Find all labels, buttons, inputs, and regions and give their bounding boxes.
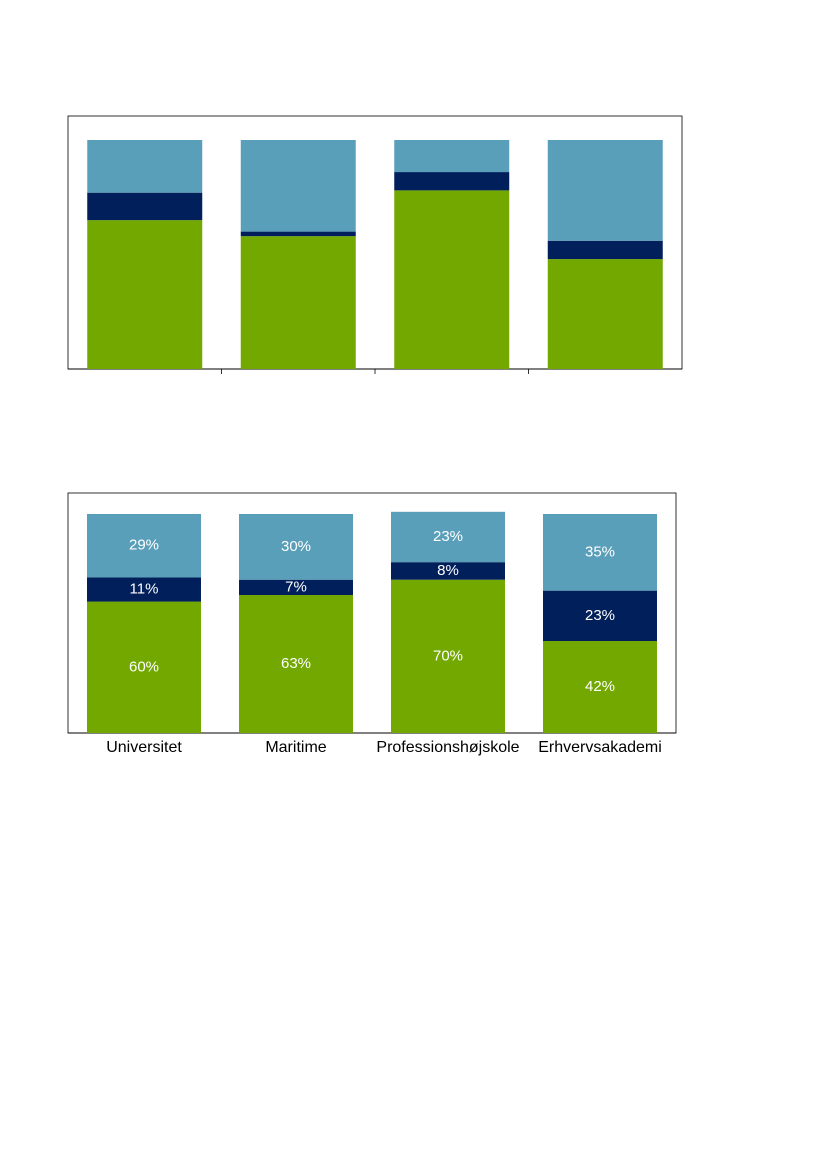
bar-segment (239, 595, 353, 733)
bar-segment (240, 140, 356, 232)
bar-segment (240, 231, 356, 237)
x-tick-label: Maritime (265, 739, 326, 756)
bar-segment (87, 220, 203, 369)
value-label: 70% (433, 647, 463, 664)
bar-segment (240, 236, 356, 369)
value-label: 35% (585, 543, 615, 560)
bar-segment (394, 140, 510, 173)
bar-segment (394, 172, 510, 191)
value-label: 23% (585, 607, 615, 624)
value-label: 30% (281, 538, 311, 555)
bar-segment (87, 192, 203, 221)
bar-segment (547, 140, 663, 241)
bar-segment (87, 140, 203, 193)
value-label: 63% (281, 655, 311, 672)
value-label: 11% (130, 581, 159, 598)
bar-segment (547, 240, 663, 260)
bar-segment (87, 577, 201, 602)
bar-segment (391, 562, 505, 580)
x-tick-label: Erhvervsakademi (538, 739, 662, 756)
value-label: 29% (129, 537, 159, 554)
bar-segment (543, 514, 657, 591)
value-label: 23% (433, 528, 463, 545)
bar-segment (239, 579, 353, 596)
value-label: 60% (129, 658, 159, 675)
bar-segment (547, 259, 663, 369)
bar-segment (87, 601, 201, 733)
value-label: 7% (285, 578, 307, 595)
bar-segment (239, 514, 353, 580)
bar-segment (543, 590, 657, 642)
bar-segment (394, 190, 510, 369)
bar-segment (391, 511, 505, 563)
bar-segment (391, 579, 505, 733)
bar-segment (87, 514, 201, 578)
value-label: 42% (585, 678, 615, 695)
x-tick-label: Universitet (106, 739, 182, 756)
bar-segment (543, 641, 657, 733)
x-tick-label: Professionshøjskole (376, 739, 519, 756)
value-label: 8% (437, 562, 459, 579)
